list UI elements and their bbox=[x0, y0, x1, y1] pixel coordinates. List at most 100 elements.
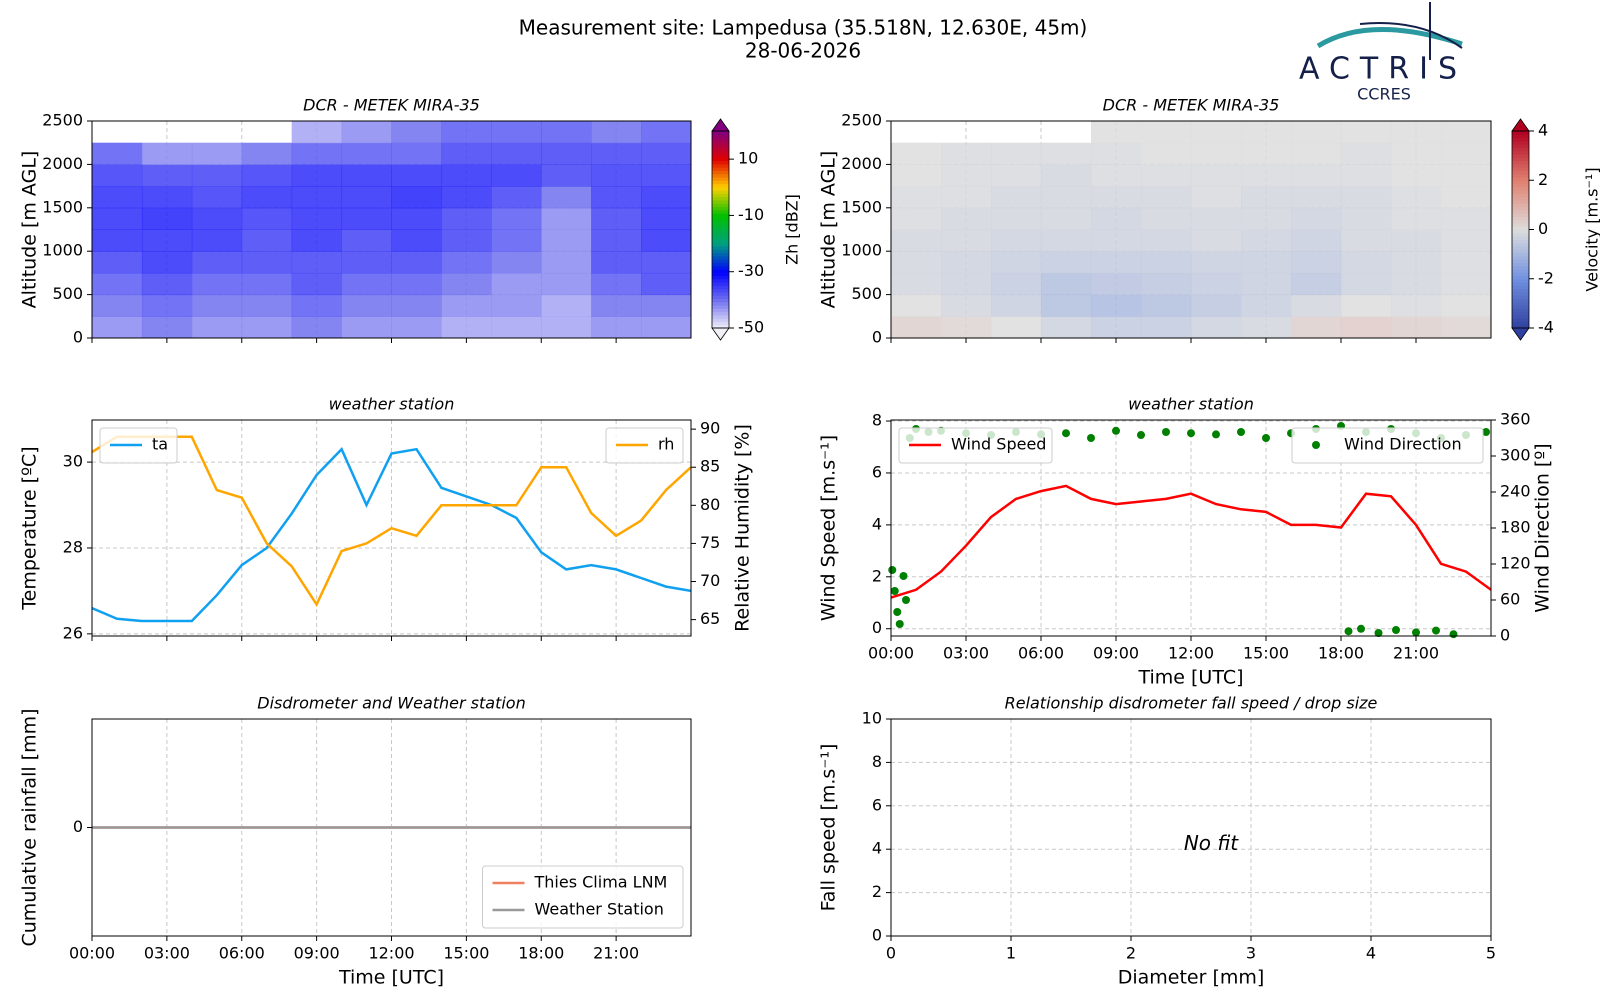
heatmap-cell bbox=[1091, 272, 1142, 296]
heatmap-cell bbox=[1341, 294, 1392, 317]
scatter-point bbox=[1262, 434, 1270, 442]
x-tick-label: 18:00 bbox=[1318, 644, 1364, 663]
colorbar-step bbox=[1512, 134, 1529, 139]
colorbar-step bbox=[1512, 275, 1529, 280]
logo-subtitle: CCRES bbox=[1357, 85, 1411, 104]
colorbar-step bbox=[712, 219, 729, 224]
colorbar-step bbox=[1512, 193, 1529, 198]
heatmap-cell bbox=[291, 251, 343, 274]
colorbar-step bbox=[712, 272, 729, 277]
chart-title: DCR - METEK MIRA-35 bbox=[1103, 96, 1280, 115]
heatmap-cell bbox=[1191, 272, 1242, 296]
chart-title: Relationship disdrometer fall speed / dr… bbox=[1005, 694, 1378, 713]
colorbar-step bbox=[712, 134, 729, 139]
colorbar-step bbox=[1512, 180, 1529, 185]
heatmap-cell bbox=[1391, 272, 1442, 296]
scatter-point bbox=[1187, 429, 1195, 438]
y-tick-label: 0 bbox=[73, 817, 83, 836]
heatmap-cell bbox=[891, 164, 942, 187]
heatmap-cell bbox=[291, 142, 343, 165]
colorbar-step bbox=[1512, 242, 1529, 247]
colorbar-tick-label: -2 bbox=[1538, 268, 1554, 287]
figure-date: 28-06-2026 bbox=[745, 39, 861, 63]
heatmap-cell bbox=[1391, 164, 1442, 187]
heatmap-cell bbox=[191, 164, 243, 187]
heatmap-cell bbox=[1391, 186, 1442, 209]
heatmap-cell bbox=[541, 186, 592, 209]
heatmap-cell bbox=[641, 142, 692, 165]
heatmap-cell bbox=[191, 207, 243, 230]
heatmap-cell bbox=[1391, 142, 1442, 165]
heatmap-cell bbox=[1041, 316, 1092, 339]
heatmap-cell bbox=[1291, 229, 1342, 252]
x-tick-label: 2 bbox=[1126, 944, 1136, 963]
heatmap-cell bbox=[141, 251, 193, 274]
panel: DCR - METEK MIRA-35 0 500 1000 1500 2000 2500 A… bbox=[818, 96, 1600, 347]
colorbar-step bbox=[712, 285, 729, 290]
y2-tick-label: 80 bbox=[700, 495, 720, 514]
scatter-point bbox=[1449, 630, 1458, 639]
heatmap-cell bbox=[141, 316, 193, 339]
heatmap-cell bbox=[1041, 251, 1092, 274]
y2-tick-label: 75 bbox=[700, 533, 720, 552]
colorbar-step bbox=[1512, 282, 1529, 286]
heatmap-cell bbox=[291, 272, 343, 296]
heatmap-cell bbox=[291, 316, 343, 339]
heatmap-cell bbox=[1391, 294, 1442, 317]
y-axis-label: Cumulative rainfall [mm] bbox=[19, 708, 41, 946]
y2-tick-label: 240 bbox=[1500, 482, 1531, 501]
colorbar-tick-label: -30 bbox=[738, 261, 764, 280]
scatter-point bbox=[1237, 428, 1245, 436]
colorbar-step bbox=[712, 262, 729, 267]
heatmap-cell bbox=[1291, 164, 1342, 187]
heatmap-cell bbox=[1341, 316, 1392, 339]
x-axis-label: Diameter [mm] bbox=[1118, 967, 1265, 989]
heatmap-cell bbox=[92, 272, 143, 296]
plot-frame bbox=[890, 120, 1492, 339]
heatmap-cell bbox=[541, 272, 592, 296]
heatmap-cell bbox=[1041, 272, 1092, 296]
colorbar-step bbox=[712, 216, 729, 221]
y-tick-label: 0 bbox=[872, 618, 882, 637]
y-tick-label: 6 bbox=[872, 795, 882, 814]
colorbar-step bbox=[712, 265, 729, 270]
colorbar-step bbox=[712, 176, 729, 181]
colorbar-step bbox=[1512, 213, 1529, 217]
plot-frame bbox=[890, 419, 1492, 637]
colorbar-step bbox=[1512, 245, 1529, 250]
heatmap-cell bbox=[1441, 207, 1492, 230]
panel: weather station 0 2 4 6 8 00:00 03:00 06:00 09:00… bbox=[818, 395, 1554, 689]
heatmap-cell bbox=[191, 142, 243, 165]
y-axis-label: Altitude [m AGL] bbox=[19, 151, 41, 309]
x-axis-label: Time [UTC] bbox=[338, 967, 444, 989]
colorbar-step bbox=[1512, 288, 1529, 293]
legend-label: Wind Direction bbox=[1344, 435, 1462, 454]
y2-axis-label: Wind Direction [º] bbox=[1532, 443, 1554, 612]
heatmap-cell bbox=[1291, 207, 1342, 230]
x-tick-label: 4 bbox=[1366, 944, 1376, 963]
x-tick-label: 12:00 bbox=[368, 944, 414, 963]
x-tick-label: 5 bbox=[1486, 944, 1496, 963]
heatmap-cell bbox=[1141, 121, 1192, 144]
heatmap-cell bbox=[441, 186, 492, 209]
heatmap-cell bbox=[141, 142, 193, 165]
heatmap-cell bbox=[591, 164, 642, 187]
colorbar-step bbox=[712, 209, 729, 214]
colorbar-step bbox=[712, 193, 729, 198]
y-tick-label: 8 bbox=[872, 752, 882, 771]
colorbar-tick-label: -4 bbox=[1538, 318, 1554, 337]
scatter-point bbox=[1087, 434, 1095, 442]
chart-title: weather station bbox=[329, 395, 455, 414]
colorbar: -50 -30 -10 10 Zh [dBZ] bbox=[711, 118, 802, 341]
colorbar-step bbox=[1512, 153, 1529, 158]
legend: Thies Clima LNM Weather Station bbox=[482, 865, 684, 929]
y-tick-label: 2000 bbox=[841, 154, 882, 173]
scatter-point bbox=[899, 572, 908, 580]
heatmap-cell bbox=[1191, 316, 1242, 339]
heatmap-cell bbox=[1391, 121, 1442, 144]
colorbar-step bbox=[1512, 219, 1529, 224]
heatmap-cell bbox=[191, 272, 243, 296]
heatmap-cell bbox=[1141, 316, 1192, 339]
colorbar-step bbox=[1512, 160, 1529, 165]
colorbar-step bbox=[712, 131, 729, 135]
